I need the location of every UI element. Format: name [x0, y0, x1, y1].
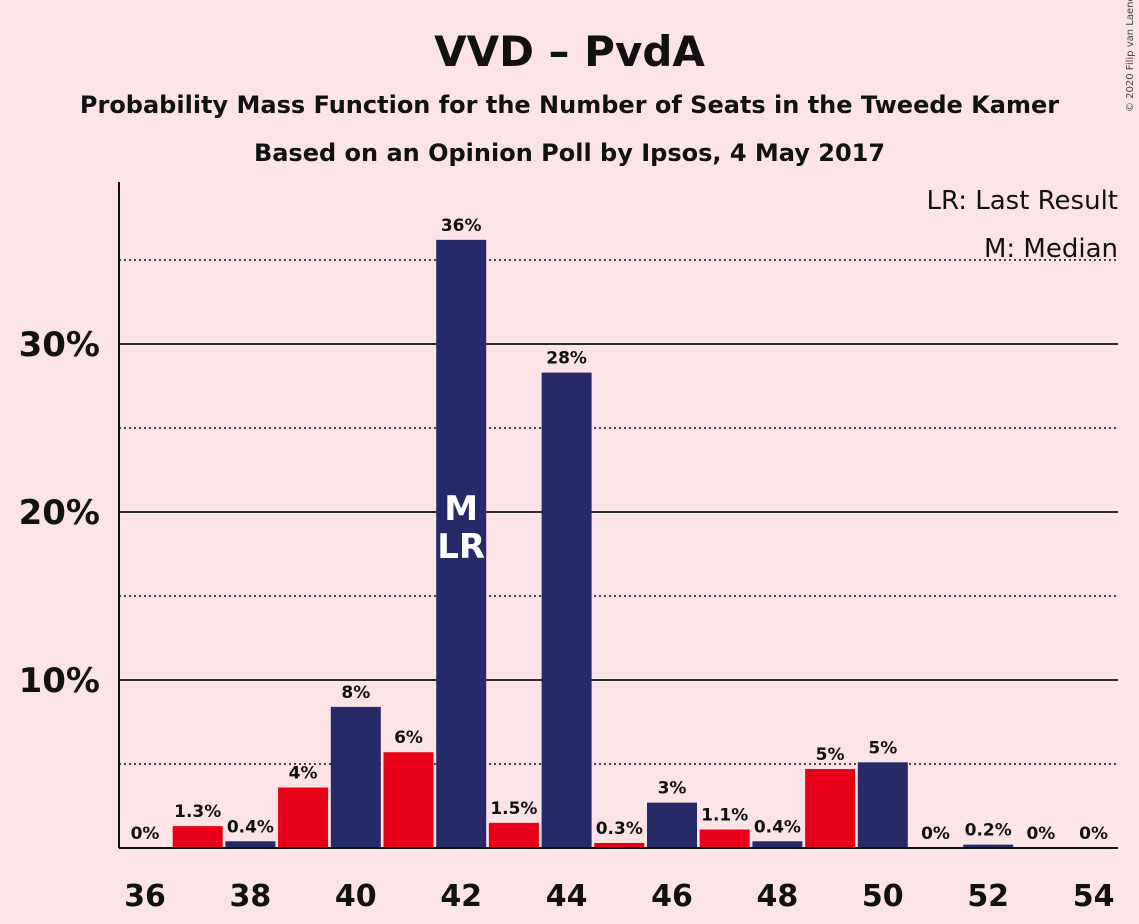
bars [172, 239, 1014, 849]
data-label-47: 1.1% [701, 806, 748, 826]
x-tick-label: 50 [862, 879, 904, 914]
data-label-46: 3% [658, 779, 687, 799]
chart-title: VVD – PvdA [434, 27, 705, 76]
bar-42 [436, 239, 487, 849]
bar-52 [963, 844, 1014, 848]
bar-47 [699, 829, 750, 848]
data-label-41: 6% [394, 728, 423, 748]
bar-43 [488, 822, 539, 848]
data-label-49: 5% [816, 745, 845, 765]
bar-50 [857, 762, 908, 848]
y-tick-label: 20% [19, 493, 100, 533]
bar-41 [383, 752, 434, 848]
x-tick-label: 54 [1073, 879, 1115, 914]
bar-38 [225, 841, 276, 848]
copyright-notice: © 2020 Filip van Laenen [1125, 0, 1136, 112]
data-label-40: 8% [341, 683, 370, 703]
x-tick-label: 48 [757, 879, 799, 914]
legend-median: M: Median [984, 234, 1118, 264]
x-tick-label: 42 [440, 879, 482, 914]
legend-last-result: LR: Last Result [926, 186, 1118, 216]
data-label-52: 0.2% [965, 821, 1012, 841]
x-tick-label: 52 [967, 879, 1009, 914]
data-label-53: 0% [1026, 824, 1055, 844]
x-tick-label: 44 [546, 879, 588, 914]
grid-lines [119, 259, 1118, 765]
data-label-38: 0.4% [227, 817, 274, 837]
data-label-48: 0.4% [754, 817, 801, 837]
data-labels: 0% 1.3% 0.4% 4% 8% 6% 36% 1.5% 28% 0.3% 3% 1.1% 0.4%… [131, 216, 1108, 844]
data-label-50: 5% [868, 738, 897, 758]
bar-40 [330, 706, 381, 848]
x-tick-label: 46 [651, 879, 693, 914]
data-label-51: 0% [921, 824, 950, 844]
bar-49 [805, 769, 856, 848]
x-tick-label: 36 [124, 879, 166, 914]
data-label-45: 0.3% [596, 819, 643, 839]
bar-44 [541, 372, 592, 848]
bar-37 [172, 826, 223, 848]
median-last-result-markers: MLR [437, 489, 485, 567]
axes: 10% 20% 30% 36 38 40 42 44 46 48 50 52 54 [19, 182, 1118, 914]
x-tick-label: 40 [335, 879, 377, 914]
bar-48 [752, 841, 803, 848]
chart-subtitle-source: Based on an Opinion Poll by Ipsos, 4 May… [254, 139, 885, 167]
x-tick-label: 38 [230, 879, 272, 914]
data-label-37: 1.3% [174, 802, 221, 822]
data-label-39: 4% [289, 764, 318, 784]
y-tick-label: 10% [19, 661, 100, 701]
chart-subtitle: Probability Mass Function for the Number… [80, 91, 1059, 119]
last-result-marker: LR [437, 527, 485, 567]
bar-45 [594, 842, 645, 848]
data-label-36: 0% [131, 824, 160, 844]
data-label-44: 28% [546, 349, 587, 369]
y-tick-label: 30% [19, 325, 100, 365]
data-label-42: 36% [441, 216, 482, 236]
data-label-54: 0% [1079, 824, 1108, 844]
median-marker: M [444, 489, 478, 529]
bar-46 [647, 802, 697, 848]
bar-39 [278, 787, 329, 848]
data-label-43: 1.5% [490, 799, 537, 819]
